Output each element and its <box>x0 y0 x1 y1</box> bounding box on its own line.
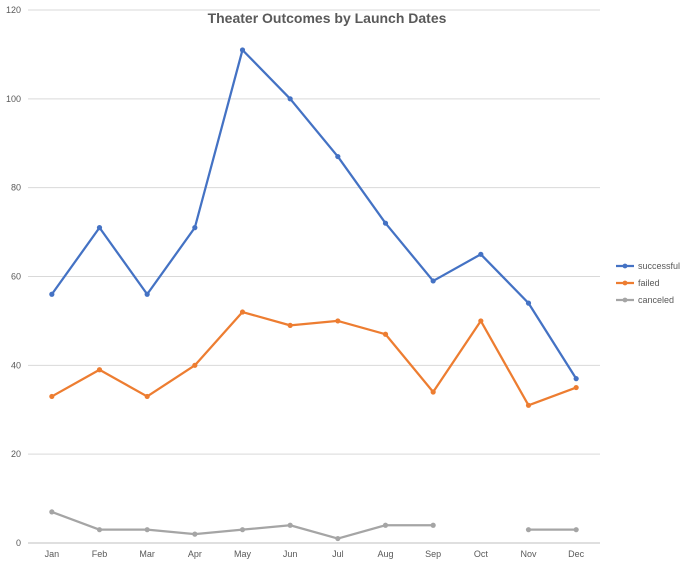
legend-swatch-marker <box>622 263 628 269</box>
data-point-canceled <box>96 527 103 533</box>
series-line-canceled <box>50 510 435 540</box>
data-point-failed <box>287 322 293 328</box>
y-tick-label: 20 <box>11 449 21 459</box>
data-point-failed <box>49 393 55 400</box>
data-point-failed <box>430 389 436 395</box>
data-point-successful <box>430 278 436 284</box>
data-point-successful <box>49 291 55 297</box>
x-axis-ticks: Jan Feb Mar Apr May Jun Jul Aug Sep Oct Nov Dec <box>45 549 585 559</box>
x-tick-label: Apr <box>188 549 202 559</box>
legend-item-canceled: canceled <box>616 295 674 305</box>
y-tick-label: 40 <box>11 360 21 370</box>
data-point-canceled <box>287 522 293 528</box>
x-tick-label: Jul <box>332 549 344 559</box>
data-point-failed <box>335 318 341 324</box>
y-tick-label: 0 <box>16 538 21 548</box>
y-axis-ticks: 0 20 40 60 80 100 120 <box>6 5 21 548</box>
data-point-canceled <box>525 527 532 533</box>
legend-label: failed <box>638 278 660 288</box>
data-point-successful <box>144 291 150 297</box>
data-point-successful <box>239 47 246 53</box>
gridlines <box>28 9 600 544</box>
x-tick-label: Jan <box>45 549 60 559</box>
legend-item-successful: successful <box>616 261 680 271</box>
data-point-canceled <box>573 527 579 533</box>
data-point-successful <box>96 225 103 231</box>
series-failed <box>49 309 579 408</box>
data-point-canceled <box>382 522 389 528</box>
data-point-successful <box>335 153 341 160</box>
legend-swatch-marker <box>622 280 628 286</box>
x-tick-label: Aug <box>377 549 393 559</box>
data-point-failed <box>144 393 150 400</box>
legend-label: canceled <box>638 295 674 305</box>
data-point-successful <box>287 96 293 102</box>
y-tick-label: 80 <box>11 183 21 193</box>
data-point-failed <box>192 362 198 368</box>
series-line-failed <box>50 310 578 407</box>
data-point-successful <box>525 300 532 306</box>
y-tick-label: 100 <box>6 94 21 104</box>
series-line-successful <box>50 48 578 380</box>
x-tick-label: Nov <box>520 549 537 559</box>
x-tick-label: Oct <box>474 549 489 559</box>
data-point-canceled <box>144 527 150 533</box>
x-tick-label: Feb <box>92 549 108 559</box>
legend: successful failed canceled <box>616 261 680 305</box>
data-point-failed <box>478 318 484 324</box>
series-canceled <box>49 509 579 542</box>
data-point-canceled <box>239 527 246 533</box>
data-point-canceled <box>335 535 341 542</box>
y-tick-label: 120 <box>6 5 21 15</box>
data-point-canceled <box>430 522 436 528</box>
legend-item-failed: failed <box>616 278 660 288</box>
x-tick-label: Dec <box>568 549 585 559</box>
x-tick-label: Mar <box>139 549 155 559</box>
legend-label: successful <box>638 261 680 271</box>
data-point-canceled <box>49 509 55 515</box>
data-point-successful <box>478 251 484 257</box>
data-point-failed <box>525 402 532 408</box>
series-successful <box>49 47 579 382</box>
x-tick-label: Jun <box>283 549 298 559</box>
data-point-failed <box>96 367 103 373</box>
data-point-successful <box>192 225 198 231</box>
x-tick-label: Sep <box>425 549 441 559</box>
data-point-failed <box>239 309 246 315</box>
x-tick-label: May <box>234 549 252 559</box>
legend-swatch-marker <box>622 297 628 303</box>
data-point-failed <box>573 384 579 391</box>
data-point-failed <box>382 331 389 337</box>
chart-title: Theater Outcomes by Launch Dates <box>208 10 447 26</box>
data-point-successful <box>382 220 389 226</box>
data-point-canceled <box>192 531 198 537</box>
series-lines <box>49 47 579 542</box>
y-tick-label: 60 <box>11 272 21 282</box>
data-point-successful <box>573 376 579 382</box>
